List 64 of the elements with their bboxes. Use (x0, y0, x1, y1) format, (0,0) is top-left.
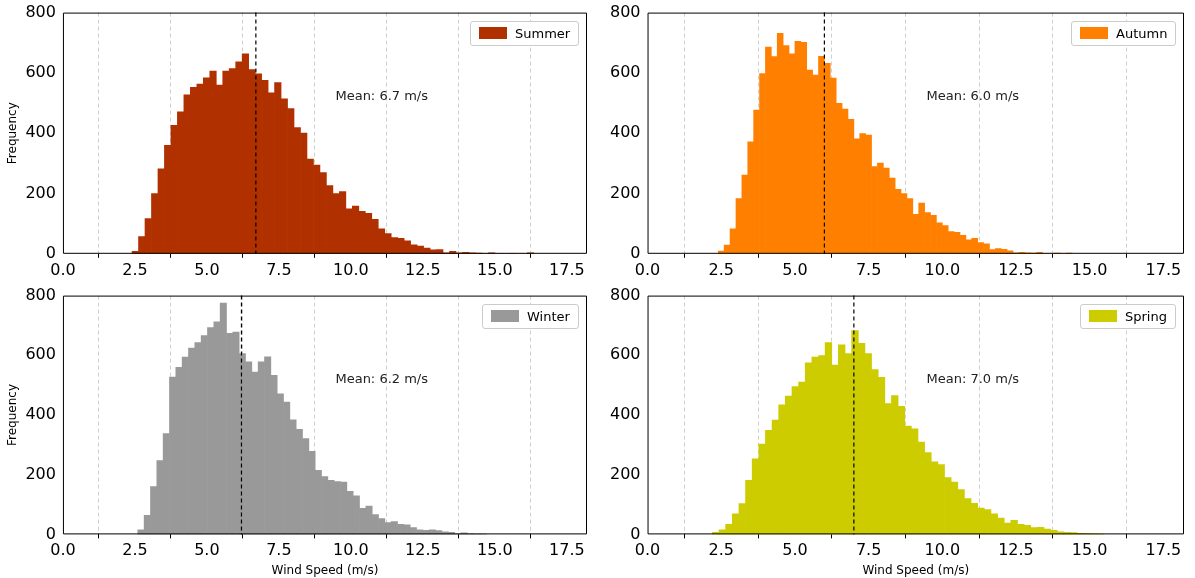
x-axis-title: Wind Speed (m/s) (862, 562, 970, 577)
legend-label: Winter (527, 308, 570, 324)
y-tick-label: 800 (609, 1, 641, 21)
y-tick-label: 600 (25, 62, 56, 82)
y-tick-label: 600 (609, 344, 641, 364)
x-tick-label: 10.0 (924, 540, 961, 560)
y-tick-label: 200 (25, 463, 56, 483)
legend-label: Spring (1125, 308, 1167, 324)
legend-label: Summer (515, 25, 571, 41)
x-tick-label: 7.5 (855, 259, 882, 279)
y-tick-label: 0 (630, 242, 641, 262)
y-tick-label: 400 (25, 404, 56, 424)
x-tick-label: 0.0 (50, 540, 76, 560)
y-tick-label: 0 (45, 242, 56, 262)
x-tick-label: 10.0 (333, 540, 369, 560)
y-tick-label: 600 (25, 344, 56, 364)
x-tick-label: 7.5 (266, 259, 292, 279)
y-tick-label: 800 (25, 284, 56, 304)
x-tick-label: 15.0 (1071, 259, 1108, 279)
x-tick-label: 17.5 (549, 259, 585, 279)
x-tick-label: 15.0 (477, 259, 513, 279)
x-tick-label: 5.0 (782, 259, 808, 279)
legend-label: Autumn (1116, 25, 1168, 41)
annotation: Mean: 6.2 m/s (335, 370, 429, 386)
y-tick-label: 800 (609, 284, 641, 304)
x-tick-label: 5.0 (194, 259, 220, 279)
annotation: Mean: 6.0 m/s (926, 88, 1020, 104)
x-tick-label: 7.5 (855, 540, 882, 560)
y-tick-label: 0 (630, 523, 641, 543)
x-tick-label: 12.5 (998, 259, 1034, 279)
x-tick-label: 10.0 (333, 259, 369, 279)
y-tick-label: 400 (25, 122, 56, 142)
x-tick-label: 7.5 (266, 540, 292, 560)
x-tick-label: 10.0 (924, 259, 961, 279)
y-tick-label: 0 (45, 523, 56, 543)
x-tick-label: 15.0 (477, 540, 513, 560)
y-tick-label: 200 (609, 182, 641, 202)
y-tick-label: 400 (609, 122, 641, 142)
y-tick-label: 200 (25, 182, 56, 202)
x-tick-label: 12.5 (405, 259, 441, 279)
y-tick-label: 400 (609, 404, 641, 424)
x-tick-label: 0.0 (634, 259, 661, 279)
x-tick-label: 17.5 (549, 540, 585, 560)
x-tick-label: 5.0 (782, 540, 808, 560)
y-axis-title: Frequency (5, 102, 20, 165)
y-axis-title: Frequency (5, 384, 20, 446)
x-tick-label: 12.5 (998, 540, 1034, 560)
x-axis-title: Wind Speed (m/s) (271, 562, 379, 577)
x-tick-label: 5.0 (194, 540, 220, 560)
y-tick-label: 600 (609, 62, 641, 82)
x-tick-label: 2.5 (708, 259, 734, 279)
x-tick-label: 17.5 (1145, 259, 1182, 279)
x-tick-label: 2.5 (122, 540, 148, 560)
x-tick-label: 2.5 (122, 259, 148, 279)
x-tick-label: 0.0 (634, 540, 661, 560)
x-tick-label: 2.5 (708, 540, 734, 560)
x-tick-label: 0.0 (50, 259, 76, 279)
x-tick-label: 12.5 (405, 540, 441, 560)
annotation: Mean: 7.0 m/s (926, 370, 1020, 386)
x-tick-label: 17.5 (1145, 540, 1182, 560)
x-tick-label: 15.0 (1071, 540, 1108, 560)
y-tick-label: 200 (609, 463, 641, 483)
annotation: Mean: 6.7 m/s (335, 88, 429, 104)
y-tick-label: 800 (25, 1, 56, 21)
